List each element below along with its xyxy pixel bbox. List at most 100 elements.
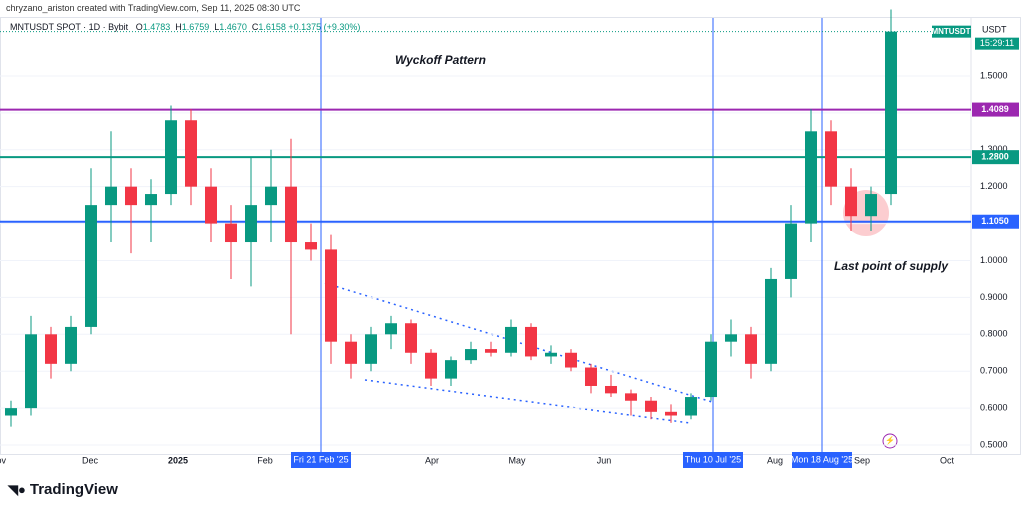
symbol-tag-bg	[932, 25, 971, 38]
candle-body	[405, 323, 417, 353]
x-tick-label: 2025	[168, 455, 188, 465]
candle-body	[445, 360, 457, 379]
candle-body	[325, 249, 337, 342]
candle-body	[125, 186, 137, 206]
candle-body	[485, 349, 497, 353]
candle-body	[685, 397, 697, 416]
credit: chryzano_ariston created with TradingVie…	[6, 3, 301, 13]
y-tick-label: 0.6000	[980, 403, 1008, 413]
candle-body	[645, 400, 657, 412]
y-tick-label: 0.5000	[980, 439, 1008, 449]
level-label: 1.4089	[981, 104, 1009, 114]
logo: ◥● TradingView	[8, 481, 118, 498]
y-tick-label: 0.9000	[980, 292, 1008, 302]
x-tick-label: Jun	[597, 455, 612, 465]
candle-body	[865, 194, 877, 217]
event-label: Fri 21 Feb '25	[293, 454, 348, 464]
event-label: Mon 18 Aug '25	[791, 454, 853, 464]
candle-body	[465, 349, 477, 361]
x-tick-label: Aug	[767, 455, 783, 465]
candle-body	[105, 186, 117, 206]
candle-body	[705, 341, 717, 398]
ohlc-key: C	[251, 22, 259, 32]
x-tick-label: Dec	[82, 455, 99, 465]
alert-icon: ⚡	[885, 435, 895, 445]
x-tick-label: Feb	[257, 455, 273, 465]
candle-body	[665, 411, 677, 416]
y-unit: USDT	[982, 24, 1007, 34]
chart: ⚡ 0.5000 0.6000 0.7000 0.8000 0.9000 1.0000 1.…	[0, 9, 1021, 468]
candle-body	[545, 352, 557, 357]
y-tick-label: 1.0000	[980, 255, 1008, 265]
alert-icon	[882, 433, 898, 449]
wedge-lower	[364, 379, 691, 424]
x-tick-label: May	[508, 455, 526, 465]
candle-body	[825, 131, 837, 187]
candle-body	[25, 334, 37, 409]
candle-body	[605, 385, 617, 394]
y-tick-label: 0.7000	[980, 366, 1008, 376]
candle-body	[525, 326, 537, 357]
ohlc-value: 1.4670	[219, 22, 247, 32]
level-label: 1.1050	[981, 216, 1009, 226]
x-tick-label: Sep	[854, 455, 870, 465]
candle-body	[285, 186, 297, 243]
candle-body	[165, 120, 177, 195]
ohlc-value: 1.6158	[258, 22, 286, 32]
candle-body	[305, 242, 317, 250]
candle-body	[785, 223, 797, 279]
candle-body	[565, 352, 577, 368]
symbol-tag: MNTUSDT	[931, 27, 970, 36]
candle-body	[805, 131, 817, 224]
candle-body	[45, 334, 57, 364]
candle-body	[385, 323, 397, 335]
candle-body	[85, 205, 97, 327]
symbol: MNTUSDT SPOT · 1D · Bybit	[10, 22, 129, 32]
ohlc-key: O	[135, 22, 143, 32]
ohlc-value: 1.6759	[181, 22, 210, 32]
candle-body	[5, 408, 17, 416]
candle-body	[345, 341, 357, 364]
event-label-bg	[683, 452, 743, 468]
level-label-bg	[972, 150, 1019, 165]
annotation: Last point of supply	[834, 259, 949, 273]
ohlc-key: H	[175, 22, 182, 32]
ohlc: O1.4783 H1.6759 L1.4670 C1.6158	[131, 22, 286, 32]
logo-mark: ◥●	[8, 481, 26, 497]
annotation: Wyckoff Pattern	[395, 53, 486, 67]
y-tick-label: 1.3000	[980, 144, 1008, 154]
y-tick-label: 1.5000	[980, 70, 1008, 80]
candle-body	[725, 334, 737, 342]
countdown-bg	[975, 37, 1019, 50]
event-label-bg	[792, 452, 852, 468]
candle-body	[425, 352, 437, 379]
candle-body	[585, 367, 597, 386]
candle-body	[745, 334, 757, 364]
wedge-upper	[324, 282, 713, 403]
change: +0.1375 (+9.30%)	[288, 22, 361, 32]
candle-body	[505, 326, 517, 353]
candle-body	[265, 186, 277, 206]
candle-body	[205, 186, 217, 224]
candle-body	[225, 223, 237, 243]
logo-text: TradingView	[29, 481, 118, 498]
level-label: 1.2800	[981, 152, 1009, 162]
x-tick-label: Nov	[0, 455, 6, 465]
candle-body	[365, 334, 377, 364]
level-label-bg	[972, 102, 1019, 117]
candle-body	[625, 393, 637, 401]
x-tick-label: Apr	[425, 455, 439, 465]
candle-body	[65, 326, 77, 364]
candle-body	[145, 194, 157, 206]
candle-body	[185, 120, 197, 187]
level-label-bg	[972, 214, 1019, 229]
event-label: Thu 10 Jul '25	[685, 454, 741, 464]
frame	[0, 17, 1021, 455]
symbol-legend: MNTUSDT SPOT · 1D · Bybit O1.4783 H1.6759…	[10, 22, 360, 32]
x-tick-label: Oct	[940, 455, 955, 465]
y-tick-label: 0.8000	[980, 329, 1008, 339]
candle-body	[885, 31, 897, 195]
event-label-bg	[291, 452, 351, 468]
countdown: 15:29:11	[980, 38, 1014, 48]
